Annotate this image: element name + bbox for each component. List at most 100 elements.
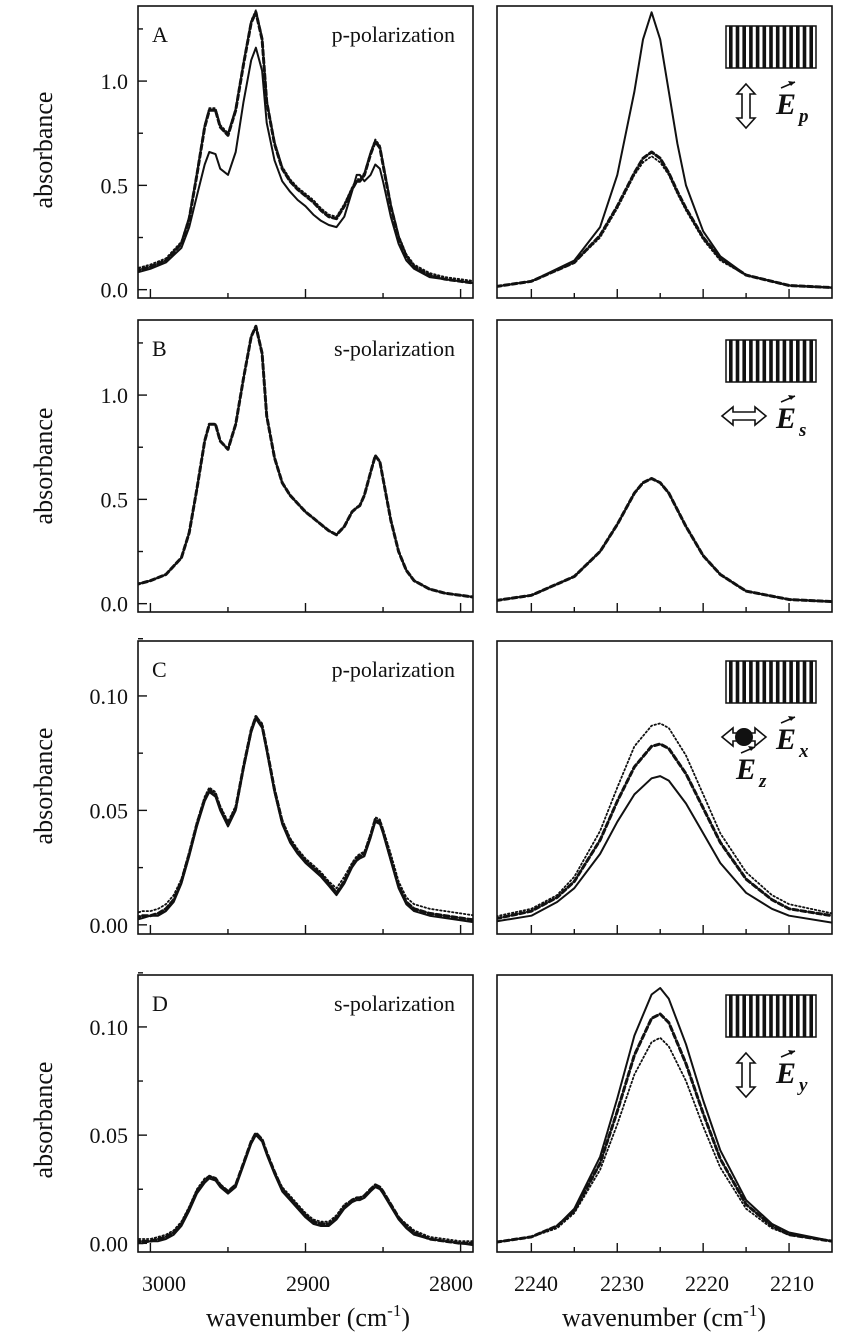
svg-text:E: E [735,753,756,786]
xticks-right: 2240 2230 2220 2210 [514,1271,814,1296]
xtick-right-0: 2240 [514,1271,558,1296]
panel-c-frame [137,640,474,935]
xlabel-left-sup: -1 [387,1301,401,1320]
panel-a-ytick-label-2: 1.0 [101,69,129,94]
xtick-right-2: 2220 [685,1271,729,1296]
panel-c-ytick-label-1: 0.05 [90,798,129,823]
xlabel-left: wavenumber (cm-1) [206,1301,410,1332]
ylabel-D: absorbance [29,1062,58,1179]
svg-text:z: z [758,771,767,792]
ylabel-B: absorbance [29,408,58,525]
panel-b-title: s-polarization [334,336,455,361]
svg-text:E: E [775,88,796,121]
ylabel-C: absorbance [29,728,58,845]
panel-d-right-series-dotted [497,1036,832,1243]
grating-icon [725,994,817,1038]
panel-c-right-series-solid [497,775,832,924]
panel-a-title: p-polarization [332,22,455,47]
panel-d-series-dashed [138,1131,473,1245]
xlabel-right: wavenumber (cm-1) [562,1301,766,1332]
panel-c-ytick-label-0: 0.00 [90,913,129,938]
svg-text:y: y [797,1075,808,1096]
panel-c-series-dotted [138,715,473,917]
panel-a-frame [137,5,474,299]
xtick-left-0: 3000 [142,1271,186,1296]
panel-a-letter: A [152,22,168,47]
panel-b-right-series-dashed [497,477,832,604]
panel-d-ytick-label-0: 0.00 [90,1231,129,1256]
panel-c-series-solid [138,717,473,924]
panel-b-ytick-label-2: 1.0 [101,383,129,408]
panel-c-right-series-dashed [497,742,832,920]
panel-d-letter: D [152,991,168,1016]
xlabel-left-close: ) [401,1303,410,1332]
panel-d-series-dotted [138,1134,473,1243]
panel-d-series-solid [138,1134,473,1247]
panel-b-right-frame [496,319,833,613]
panel-c-series-dashed [138,715,473,922]
panel-a-right-series-dashed [497,150,832,290]
panel-a: 0.0 0.5 1.0 A p-polarization [101,5,474,303]
xtick-left-2: 2800 [429,1271,473,1296]
svg-text:E: E [775,723,796,756]
panel-b: 0.0 0.5 1.0 B s-polarization [101,319,474,617]
svg-text:E: E [775,402,796,435]
xtick-right-1: 2230 [600,1271,644,1296]
panel-b-letter: B [152,336,167,361]
panel-b-right-series-solid [497,477,832,603]
ylabel-A: absorbance [29,92,58,209]
svg-text:p: p [797,106,809,127]
panel-d-ytick-label-2: 0.10 [90,1015,129,1040]
panel-a-ytick-label-0: 0.0 [101,278,129,303]
panel-a-right-series-dotted [497,155,832,289]
grating-icon [725,660,817,704]
grating-icon [725,25,817,69]
panel-a-right [496,5,833,299]
xlabel-left-main: wavenumber (cm [206,1303,387,1332]
panel-a-series-solid [138,46,473,284]
panel-c-right-series-dotted [497,722,832,918]
horizontal-double-arrow-icon [720,405,768,427]
panel-d-right [496,974,833,1253]
panel-d-right-frame [496,974,833,1253]
panel-c-ytick-label-2: 0.10 [90,684,129,709]
panel-b-frame [137,319,474,613]
svg-text:s: s [798,420,806,441]
xtick-left-1: 2900 [286,1271,330,1296]
panel-b-ytick-label-0: 0.0 [101,592,129,617]
xlabel-right-close: ) [757,1303,766,1332]
xtick-right-3: 2210 [770,1271,814,1296]
panel-c-right [496,640,833,935]
panel-c: 0.00 0.05 0.10 C p-polarization [90,638,474,938]
panel-d-ytick-label-1: 0.05 [90,1123,129,1148]
panel-c-letter: C [152,657,167,682]
panel-c-title: p-polarization [332,657,455,682]
xticks-left: 3000 2900 2800 [142,1271,473,1296]
svg-text:E: E [775,1057,796,1090]
svg-text:x: x [798,741,809,762]
panel-d-title: s-polarization [334,991,455,1016]
vertical-double-arrow-icon [735,1051,757,1099]
panel-a-ytick-label-1: 0.5 [101,173,129,198]
panel-d: 0.00 0.05 0.10 D s-polarization [90,972,474,1256]
panel-a-series-dotted [138,9,473,282]
xlabel-right-main: wavenumber (cm [562,1303,743,1332]
panel-b-series-dashed [138,324,473,599]
panel-b-series-solid [138,325,473,598]
out-of-plane-dot-icon [735,728,753,746]
panel-b-ytick-label-1: 0.5 [101,487,129,512]
panel-c-right-frame [496,640,833,935]
panel-b-right [496,319,833,613]
panel-a-right-frame [496,5,833,299]
vertical-double-arrow-icon [735,82,757,130]
xlabel-right-sup: -1 [743,1301,757,1320]
